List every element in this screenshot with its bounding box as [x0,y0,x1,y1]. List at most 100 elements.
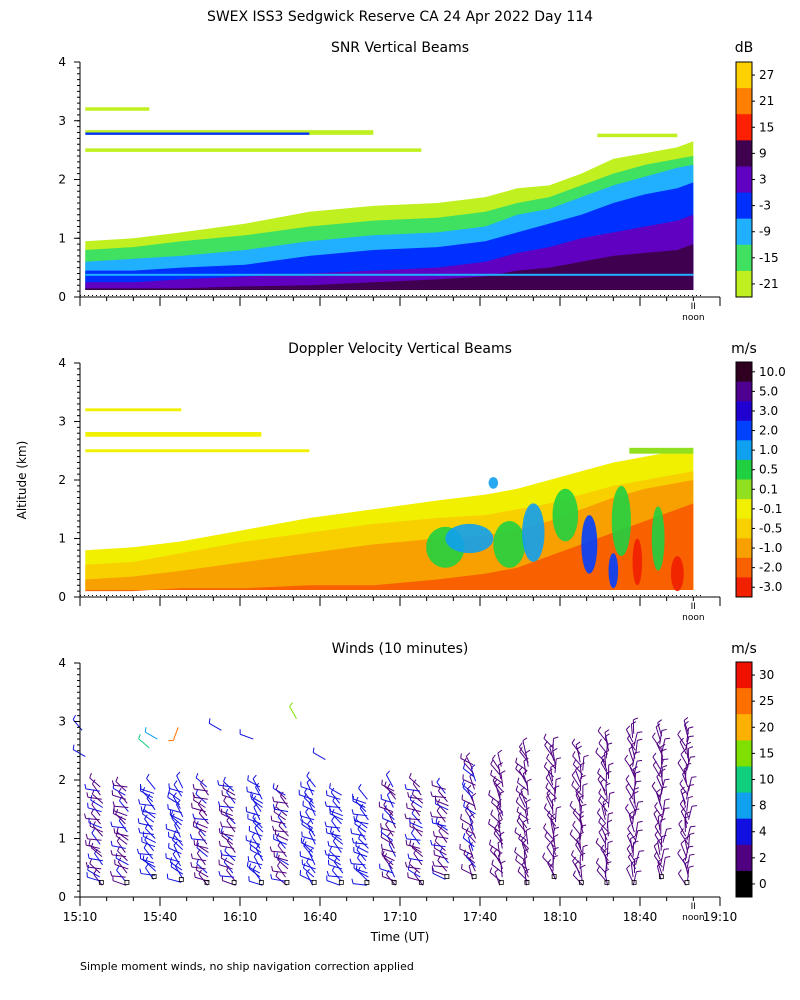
wind-barb [463,762,474,774]
wind-barb-flag [138,799,141,805]
wind-barb-flag [462,833,466,839]
wind-barb [139,832,154,835]
wind-barb-flag [349,858,352,864]
wind-barb [595,751,606,763]
wind-barb [87,866,102,870]
wind-barb [652,736,661,749]
wind-barb [328,857,341,866]
doppler-colorbar: 10.0 5.0 3.0 2.0 1.0 0.5 0.1 -0.1 -0.5 -1.0 -2.0 -3… [735,361,786,598]
wind-barb-flag [664,778,670,781]
wind-barb [194,844,209,849]
wind-barb [274,808,289,813]
wind-barb-flag [572,820,576,826]
wind-barb-flag [636,780,642,783]
wind-barb-flag [247,775,249,781]
calm-marker [124,879,130,885]
wind-barb [657,722,663,737]
wind-barb-flag [250,793,254,800]
wind-barb [571,784,583,796]
wind-barb-flag [514,847,517,853]
wind-barb-flag [119,796,123,802]
wind-barb-flag [596,808,601,814]
wind-barb-flag [572,751,576,757]
contour-blob [632,538,643,586]
wind-barb [328,864,343,870]
wind-barb-flag [280,791,284,797]
wind-barb-flag [404,784,407,790]
wind-barb [273,838,287,845]
wind-barb-flag [546,789,551,794]
wind-barb [517,870,529,882]
wind-barb [653,845,661,860]
noon-label: noon [682,613,704,623]
wind-barb [193,825,207,833]
wind-barb-flag [582,783,588,786]
wind-barb [571,774,581,788]
wind-barb [326,832,341,837]
calm-marker [98,879,104,885]
wind-barb [191,866,206,870]
x-tick-label: 15:40 [143,910,178,924]
colorbar-label: 2.0 [759,424,778,438]
wind-barb-flag [664,737,671,740]
wind-barb [606,842,609,857]
colorbar-swatch [736,270,752,298]
wind-barb [468,845,474,860]
echo-band [597,133,678,138]
wind-barb-flag [139,868,142,874]
wind-barb [546,757,557,770]
wind-barb-flag [431,817,434,824]
wind-barb [170,861,183,871]
wind-barb-flag [654,802,658,807]
wind-barb-flag [580,864,586,868]
wind-barb-flag [189,833,193,840]
wind-barb [116,831,129,841]
wind-barb-flag [116,836,121,842]
wind-barb [114,832,129,837]
wind-barb-flag [492,754,496,760]
wind-barb-flag [170,861,173,867]
wind-barb [554,779,557,794]
wind-barb-flag [490,769,493,776]
wind-barb-flag [312,747,315,753]
wind-barb [352,800,366,808]
wind-barb [552,849,555,864]
wind-barb [308,831,316,845]
wind-barb [597,730,608,743]
wind-barb-flag [468,833,473,838]
wind-barb-flag [556,757,562,760]
wind-barb [582,756,585,771]
wind-barb-flag [85,862,88,868]
wind-barb [168,808,182,814]
wind-barb-flag [625,774,630,780]
wind-barb [359,808,369,821]
wind-barb-flag [677,869,682,874]
wind-barb-flag [497,819,503,823]
wind-barb [553,836,556,851]
wind-barb [490,763,501,776]
wind-barb [656,865,662,880]
wind-barb-flag [226,865,230,871]
wind-barb-flag [491,859,494,865]
wind-barb-flag [404,833,408,840]
wind-barb-flag [434,836,438,842]
wind-barb [381,848,396,854]
colorbar-label: 21 [759,94,774,108]
wind-barb-flag [627,824,631,830]
wind-barb [435,822,448,831]
wind-barb-flag [601,823,606,828]
wind-barb-flag [656,788,661,793]
wind-barb-flag [683,716,689,721]
wind-barb [274,856,289,862]
wind-barb [497,764,502,779]
wind-barb-flag [146,773,150,779]
wind-barb [465,856,477,868]
wind-barb-flag [408,772,412,778]
wind-barb [634,830,639,845]
wind-barb-flag [116,827,119,833]
wind-barb [277,865,286,878]
wind-barb [354,868,368,874]
wind-barb [552,828,555,843]
wind-barb [218,784,233,788]
